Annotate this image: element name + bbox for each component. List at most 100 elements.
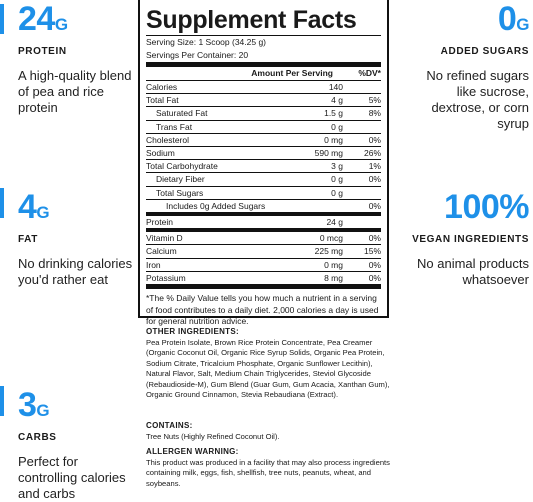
stat-value: 0 [497, 0, 517, 38]
dv-header: %DV* [358, 68, 381, 78]
stat-carbs: 3G CARBS Perfect for controlling calorie… [18, 388, 136, 502]
nutrient-dv: 0% [368, 174, 381, 185]
nutrient-amount: 225 mg [314, 246, 343, 257]
nutrient-row: Dietary Fiber 0 g 0% [146, 172, 381, 185]
section-text: Pea Protein Isolate, Brown Rice Protein … [146, 337, 390, 400]
section-title: CONTAINS: [146, 421, 193, 430]
stat-description: No animal products whatsoever [417, 256, 529, 287]
table-header: Amount Per Serving %DV* [146, 67, 381, 80]
stat-description: Perfect for controlling calories and car… [18, 454, 126, 501]
nutrient-amount [283, 200, 343, 212]
nutrient-name: Includes 0g Added Sugars [166, 200, 266, 211]
divider [146, 35, 381, 36]
section-text: Tree Nuts (Highly Refined Coconut Oil). [146, 431, 280, 441]
divider [146, 284, 381, 290]
nutrient-name: Vitamin D [146, 233, 183, 244]
nutrient-amount: 1.5 g [324, 108, 343, 119]
nutrient-dv: 0% [368, 259, 381, 270]
nutrient-name: Sodium [146, 148, 175, 159]
nutrient-amount: 590 mg [314, 148, 343, 159]
nutrient-amount: 3 g [331, 161, 343, 172]
nutrient-name: Total Carbohydrate [146, 161, 218, 172]
nutrient-name: Potassium [146, 272, 186, 283]
contains: CONTAINS: Tree Nuts (Highly Refined Coco… [146, 421, 391, 442]
section-text: This product was produced in a facility … [146, 457, 390, 488]
nutrient-dv [343, 121, 381, 133]
accent-bar [0, 4, 4, 34]
stat-description: No drinking calories you'd rather eat [18, 256, 133, 287]
nutrient-amount: 0 mg [324, 259, 343, 270]
nutrient-row: Total Sugars 0 g [146, 185, 381, 199]
accent-bar [0, 188, 4, 218]
nutrient-amount: 0 mcg [319, 233, 343, 244]
nutrient-amount: 0 g [331, 187, 343, 198]
nutrient-name: Total Fat [146, 95, 179, 106]
divider [146, 62, 381, 67]
nutrient-row: Sodium 590 mg 26% [146, 146, 381, 159]
nutrient-table: Calories 140 Total Fat 4 g 5% Saturated Fat 1.… [146, 80, 381, 284]
stat-value: 4 [18, 188, 37, 226]
stat-value: 100% [444, 188, 529, 226]
nutrient-row: Potassium 8 mg 0% [146, 270, 381, 284]
serving-size: Serving Size: 1 Scoop (34.25 g) [146, 37, 267, 47]
amount-header: Amount Per Serving [251, 68, 333, 78]
nutrient-dv [343, 216, 381, 228]
stat-unit: G [54, 15, 68, 34]
nutrient-dv: 26% [363, 148, 381, 159]
nutrient-name: Calcium [146, 246, 177, 257]
stat-protein: 24G PROTEIN A high-quality blend of pea … [18, 2, 133, 116]
nutrient-name: Protein [146, 217, 173, 228]
nutrient-row: Iron 0 mg 0% [146, 257, 381, 271]
stat-heading: VEGAN INGREDIENTS [412, 234, 529, 245]
section-title: ALLERGEN WARNING: [146, 447, 239, 456]
nutrient-name: Saturated Fat [156, 108, 208, 119]
nutrient-row: Includes 0g Added Sugars 0% [146, 198, 381, 212]
nutrient-dv: 1% [368, 161, 381, 172]
panel-title: Supplement Facts [146, 6, 357, 34]
stat-description: No refined sugars like sucrose, dextrose… [426, 68, 529, 131]
stat-fat: 4G FAT No drinking calories you'd rather… [18, 190, 133, 288]
stat-unit: G [516, 15, 529, 34]
nutrient-row: Total Fat 4 g 5% [146, 93, 381, 106]
nutrient-amount: 8 mg [324, 272, 343, 283]
nutrient-dv: 5% [368, 95, 381, 106]
nutrient-amount: 4 g [331, 95, 343, 106]
nutrient-dv: 8% [368, 108, 381, 119]
nutrient-row: Saturated Fat 1.5 g 8% [146, 106, 381, 119]
stat-heading: FAT [18, 234, 38, 245]
nutrient-dv: 0% [368, 134, 381, 145]
nutrient-row: Calories 140 [146, 80, 381, 93]
nutrient-name: Iron [146, 259, 161, 270]
nutrient-row: Total Carbohydrate 3 g 1% [146, 159, 381, 172]
nutrient-name: Dietary Fiber [156, 174, 205, 185]
nutrient-amount: 140 [328, 82, 343, 92]
stat-added-sugars: 0G ADDED SUGARS No refined sugars like s… [405, 2, 529, 132]
nutrient-dv [343, 187, 381, 199]
footnote: *The % Daily Value tells you how much a … [146, 293, 379, 327]
stat-value: 3 [18, 386, 37, 424]
stat-unit: G [36, 401, 50, 420]
nutrient-dv: 15% [363, 246, 381, 257]
accent-bar [0, 386, 4, 416]
nutrient-dv [343, 81, 381, 93]
nutrient-amount: 0 mg [324, 134, 343, 145]
nutrient-dv: 0% [368, 233, 381, 244]
stat-heading: PROTEIN [18, 46, 67, 57]
section-title: OTHER INGREDIENTS: [146, 327, 239, 336]
allergen-warning: ALLERGEN WARNING: This product was produ… [146, 447, 391, 489]
nutrient-name: Calories [146, 82, 178, 92]
nutrient-amount: 0 g [331, 174, 343, 185]
nutrient-row: Vitamin D 0 mcg 0% [146, 228, 381, 244]
stat-description: A high-quality blend of pea and rice pro… [18, 68, 132, 115]
nutrient-dv: 0% [368, 200, 381, 211]
nutrient-amount: 24 g [326, 217, 343, 228]
nutrient-row: Trans Fat 0 g [146, 119, 381, 133]
stat-value: 24 [18, 0, 55, 38]
nutrient-name: Cholesterol [146, 134, 189, 145]
stat-vegan: 100% VEGAN INGREDIENTS No animal product… [398, 190, 529, 288]
other-ingredients: OTHER INGREDIENTS: Pea Protein Isolate, … [146, 327, 391, 401]
stat-unit: G [36, 203, 50, 222]
nutrient-dv: 0% [368, 272, 381, 283]
nutrient-row: Cholesterol 0 mg 0% [146, 132, 381, 146]
nutrient-name: Total Sugars [156, 187, 204, 198]
